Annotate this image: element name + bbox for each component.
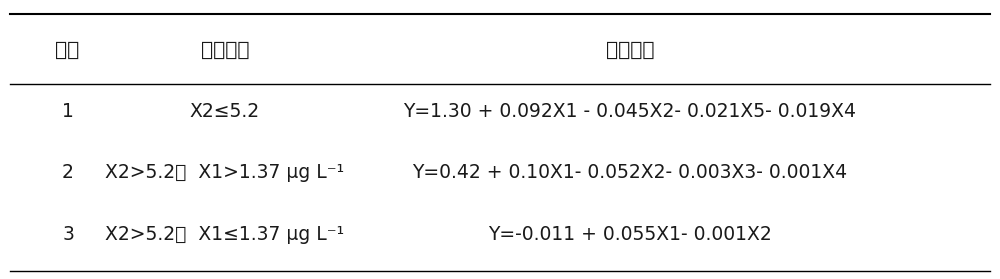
- Text: X2>5.2，  X1>1.37 μg L⁻¹: X2>5.2， X1>1.37 μg L⁻¹: [105, 163, 345, 182]
- Text: Y=0.42 + 0.10X1- 0.052X2- 0.003X3- 0.001X4: Y=0.42 + 0.10X1- 0.052X2- 0.003X3- 0.001…: [412, 163, 848, 182]
- Text: X2≤5.2: X2≤5.2: [190, 102, 260, 121]
- Text: 2: 2: [62, 163, 74, 182]
- Text: Y=1.30 + 0.092X1 - 0.045X2- 0.021X5- 0.019X4: Y=1.30 + 0.092X1 - 0.045X2- 0.021X5- 0.0…: [404, 102, 856, 121]
- Text: 计算公式: 计算公式: [606, 41, 654, 60]
- Text: X2>5.2，  X1≤1.37 μg L⁻¹: X2>5.2， X1≤1.37 μg L⁻¹: [105, 225, 345, 244]
- Text: 规则: 规则: [55, 41, 79, 60]
- Text: Y=-0.011 + 0.055X1- 0.001X2: Y=-0.011 + 0.055X1- 0.001X2: [488, 225, 772, 244]
- Text: 3: 3: [62, 225, 74, 244]
- Text: 1: 1: [62, 102, 74, 121]
- Text: 判断条件: 判断条件: [201, 41, 249, 60]
